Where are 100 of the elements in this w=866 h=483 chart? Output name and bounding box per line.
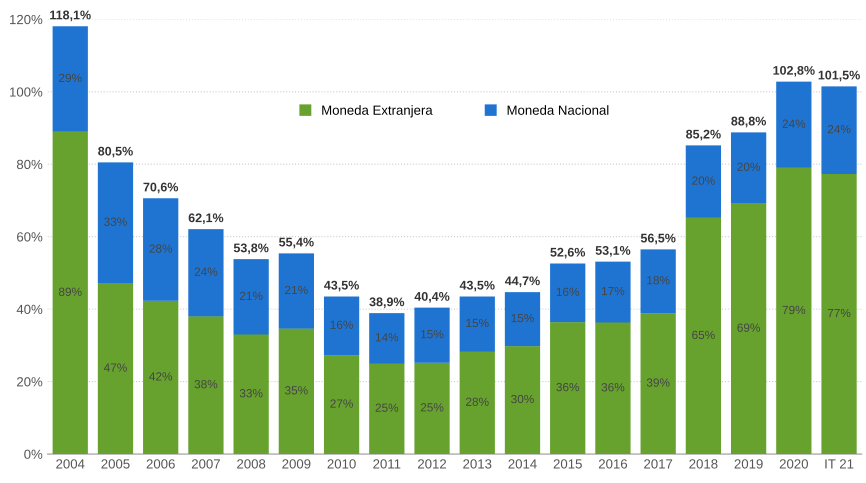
data-label: 16% [330,320,353,329]
data-label: 39% [646,378,670,387]
data-label: 25% [420,403,444,412]
x-tick-label: 2009 [282,459,310,469]
data-label: 28% [149,244,172,253]
total-label: 102,8% [773,66,815,77]
x-tick-label: 2005 [101,459,130,469]
data-label: 17% [602,286,624,296]
data-label: 69% [737,323,760,332]
y-tick-label: 0% [24,450,42,459]
data-label: 36% [602,383,624,392]
x-tick-label: 2012 [418,459,446,469]
data-label: 20% [692,176,715,185]
data-label: 21% [285,286,308,294]
bar [550,263,586,322]
x-tick-label: 2019 [734,459,763,469]
total-label: 55,4% [279,238,314,248]
bar [504,292,540,346]
bar [776,168,812,454]
x-tick-label: 2014 [508,459,537,469]
bar [550,322,586,454]
data-label: 25% [376,404,398,412]
bar [414,308,450,363]
bar [460,352,495,454]
bar [234,334,269,454]
bar [686,145,722,218]
data-label: 77% [828,308,850,318]
y-tick-label: 120% [10,14,42,24]
data-label: 21% [240,292,263,300]
total-label: 43,5% [324,280,359,292]
bar [234,259,269,334]
y-tick-label: 20% [17,377,42,386]
bar [143,198,178,301]
data-label: 36% [556,382,580,392]
y-tick-label: 80% [16,160,42,170]
total-label: 38,9% [369,297,404,308]
total-label: 43,5% [460,280,495,292]
data-label: 30% [511,394,534,404]
data-label: 18% [647,276,670,284]
bar [821,174,857,454]
data-label: 14% [376,333,398,342]
bar [640,313,676,454]
bar [776,82,812,168]
total-label: 88,8% [731,116,766,128]
total-label: 56,5% [640,234,676,244]
x-tick-label: 2018 [689,459,718,469]
data-label: 24% [828,124,850,134]
x-tick-label: IT 21 [825,459,854,468]
x-tick-label: 2015 [554,459,582,469]
data-label: 20% [737,162,760,172]
y-tick-label: 40% [16,304,42,314]
bar [595,262,631,323]
bar [98,283,134,454]
data-label: 24% [782,120,806,128]
total-label: 118,1% [50,10,91,22]
bar [730,132,766,204]
data-label: 89% [58,288,82,296]
bar [369,363,404,454]
bar [52,132,88,454]
data-label: 15% [512,314,534,322]
bar [143,300,178,454]
bar [504,346,540,454]
total-label: 53,1% [596,246,630,257]
bar [686,218,722,454]
bar [821,86,857,174]
data-label: 65% [692,330,715,340]
data-label: 24% [194,268,218,276]
bar [595,322,631,454]
x-tick-label: 2008 [237,459,266,469]
x-tick-label: 2007 [192,459,220,469]
data-label: 15% [466,318,489,328]
x-tick-label: 2017 [644,459,672,469]
data-label: 15% [421,330,444,338]
data-label: 42% [149,372,172,381]
total-label: 101,5% [818,70,860,82]
data-label: 16% [556,288,580,296]
data-label: 79% [782,306,806,314]
legend-label: Moneda Extranjera [322,105,433,118]
x-tick-label: 2013 [463,459,492,469]
x-tick-label: 2010 [328,459,356,469]
data-label: 38% [194,380,218,388]
bar [414,362,450,454]
total-label: 44,7% [504,276,540,288]
total-label: 80,5% [98,146,133,158]
data-label: 35% [285,386,308,395]
bar [460,296,495,352]
total-label: 52,6% [550,248,586,258]
total-label: 62,1% [188,213,224,224]
data-label: 33% [240,389,263,398]
bar [278,328,314,454]
x-tick-label: 2006 [146,459,175,469]
total-label: 70,6% [144,182,178,194]
y-tick-label: 100% [10,87,42,97]
bar [324,355,360,454]
x-tick-label: 2016 [598,459,628,469]
bar [98,162,134,284]
x-tick-label: 2004 [56,459,85,469]
total-label: 40,4% [414,292,450,303]
data-label: 28% [466,398,489,406]
y-tick-label: 60% [17,232,42,242]
